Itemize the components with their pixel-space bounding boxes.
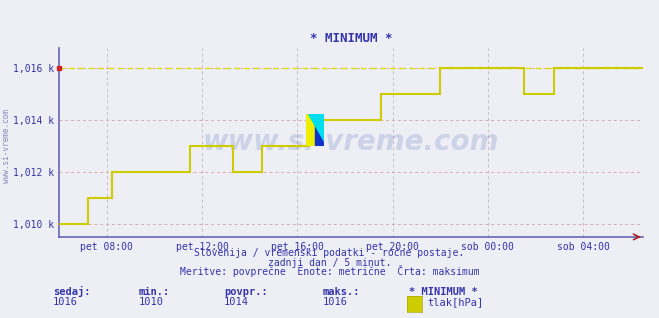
Text: 1016: 1016 [323,297,348,307]
Text: * MINIMUM *: * MINIMUM * [409,287,477,297]
Text: zadnji dan / 5 minut.: zadnji dan / 5 minut. [268,258,391,267]
Polygon shape [308,114,324,142]
Text: sedaj:: sedaj: [53,286,90,297]
Text: 1014: 1014 [224,297,249,307]
Text: www.si-vreme.com: www.si-vreme.com [203,128,499,156]
Title: * MINIMUM *: * MINIMUM * [310,32,392,45]
Text: tlak[hPa]: tlak[hPa] [427,297,483,307]
Text: min.:: min.: [138,287,169,297]
Text: maks.:: maks.: [323,287,360,297]
Text: 1016: 1016 [53,297,78,307]
Text: povpr.:: povpr.: [224,287,268,297]
Text: Meritve: povprečne  Enote: metrične  Črta: maksimum: Meritve: povprečne Enote: metrične Črta:… [180,265,479,277]
Text: 1010: 1010 [138,297,163,307]
Text: www.si-vreme.com: www.si-vreme.com [2,109,11,183]
Bar [315,114,324,146]
Bar [306,114,315,146]
Text: Slovenija / vremenski podatki - ročne postaje.: Slovenija / vremenski podatki - ročne po… [194,247,465,258]
